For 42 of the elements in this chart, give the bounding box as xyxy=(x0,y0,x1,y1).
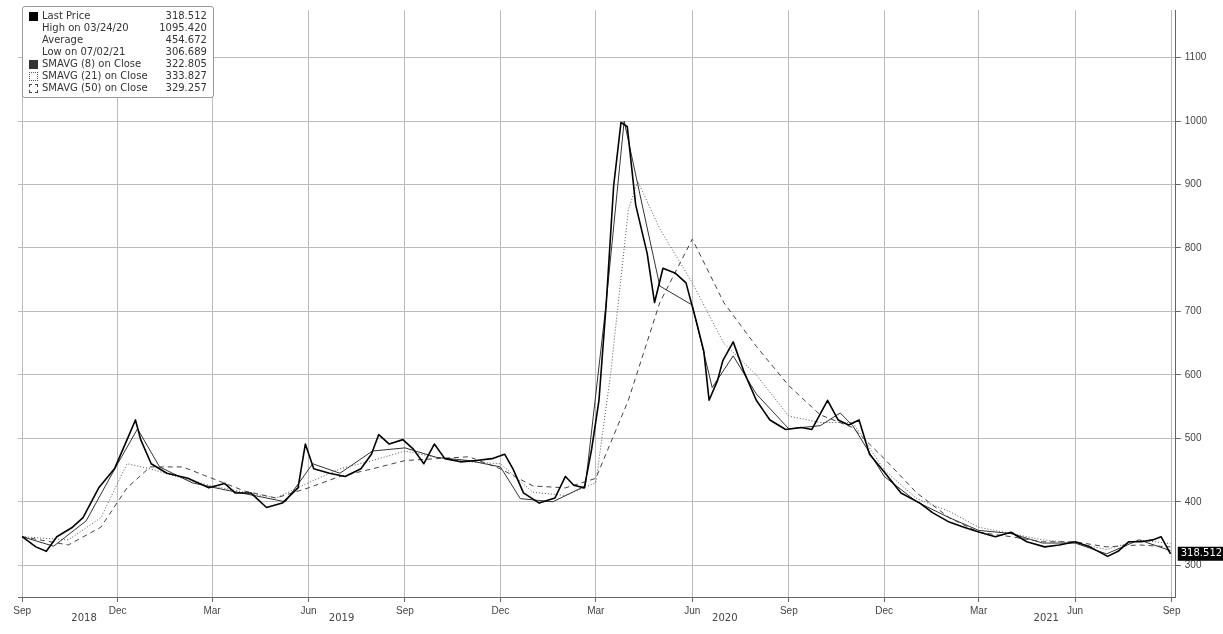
x-tick-label: Jun xyxy=(300,604,317,616)
x-tick-label: Dec xyxy=(491,604,510,616)
annotation: 329.257 xyxy=(165,82,207,94)
y-tick-label: 800 xyxy=(1184,241,1202,253)
x-tick-label: Jun xyxy=(684,604,701,616)
x-tick-label: Jun xyxy=(1067,604,1084,616)
legend-label: Last Price xyxy=(41,10,91,22)
x-tick-label: Mar xyxy=(969,604,988,616)
annotation: 322.805 xyxy=(165,58,207,70)
x-tick-label: Mar xyxy=(587,604,606,616)
x-tick-label: Dec xyxy=(875,604,894,616)
x-tick-label: Sep xyxy=(779,604,799,616)
x-tick-label: Mar xyxy=(203,604,222,616)
y-tick-label: 700 xyxy=(1184,305,1202,317)
text: 2021 xyxy=(1033,611,1059,623)
annotation: Low on 07/02/21 xyxy=(41,46,126,58)
annotation: Average xyxy=(41,34,84,46)
annotation: High on 03/24/20 xyxy=(41,22,129,34)
text: 2019 xyxy=(328,611,355,623)
y-tick-label: 300 xyxy=(1184,559,1202,571)
text: 2018 xyxy=(71,611,97,623)
annotation: 333.827 xyxy=(165,70,207,82)
annotation: 454.672 xyxy=(165,34,207,46)
y-tick-label: 600 xyxy=(1184,368,1202,380)
x-tick-label: Dec xyxy=(108,604,127,616)
y-tick-label: 900 xyxy=(1184,178,1202,190)
x-tick-label: Sep xyxy=(13,604,32,616)
annotation: 306.689 xyxy=(165,46,207,58)
annotation: 318.512 xyxy=(165,10,207,22)
annotation: 1095.420 xyxy=(159,22,207,34)
line-series xyxy=(21,238,1172,548)
legend-label: SMAVG (21) on Close xyxy=(41,70,148,82)
text: 2020 xyxy=(712,611,738,623)
x-tick-label: Sep xyxy=(396,604,415,616)
legend-label: SMAVG (50) on Close xyxy=(41,82,148,94)
legend-label: SMAVG (8) on Close xyxy=(41,58,142,70)
y-tick-label: 1000 xyxy=(1184,114,1208,126)
y-tick-label: 1100 xyxy=(1184,51,1207,63)
y-tick-label: 400 xyxy=(1184,495,1202,507)
y-tick-label: 500 xyxy=(1184,432,1202,444)
x-tick-label: Sep xyxy=(1162,604,1181,616)
text: 318.512 xyxy=(1180,547,1223,559)
